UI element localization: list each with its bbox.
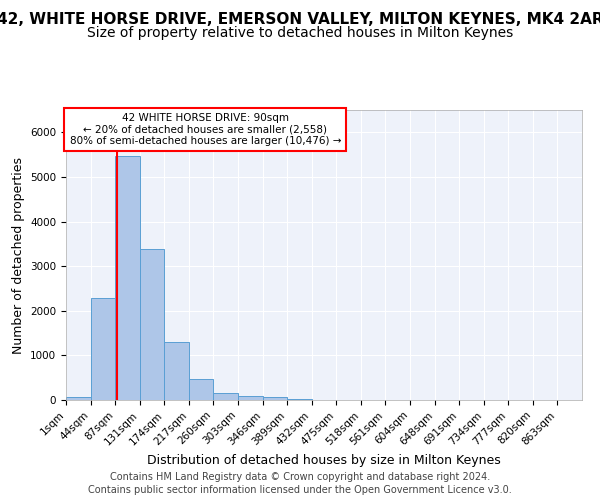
Bar [66,396,91,400]
Text: 42 WHITE HORSE DRIVE: 90sqm
← 20% of detached houses are smaller (2,558)
80% of : 42 WHITE HORSE DRIVE: 90sqm ← 20% of det… [70,113,341,146]
Bar [189,378,214,400]
Bar [263,398,287,400]
Text: Contains HM Land Registry data © Crown copyright and database right 2024.: Contains HM Land Registry data © Crown c… [110,472,490,482]
X-axis label: Distribution of detached houses by size in Milton Keynes: Distribution of detached houses by size … [147,454,501,466]
Text: 42, WHITE HORSE DRIVE, EMERSON VALLEY, MILTON KEYNES, MK4 2AR: 42, WHITE HORSE DRIVE, EMERSON VALLEY, M… [0,12,600,28]
Text: Size of property relative to detached houses in Milton Keynes: Size of property relative to detached ho… [87,26,513,40]
Text: Contains public sector information licensed under the Open Government Licence v3: Contains public sector information licen… [88,485,512,495]
Bar [140,249,164,400]
Bar [287,398,312,400]
Bar [115,156,140,400]
Bar [164,342,189,400]
Bar [91,298,115,400]
Y-axis label: Number of detached properties: Number of detached properties [11,156,25,354]
Bar [238,396,263,400]
Bar [214,392,238,400]
